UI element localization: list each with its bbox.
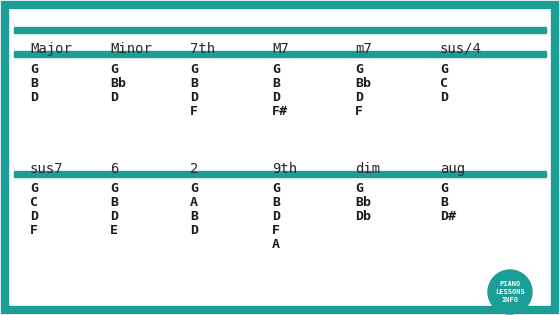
Text: G: G <box>30 182 38 195</box>
Text: m7: m7 <box>355 42 372 56</box>
Text: D: D <box>30 210 38 223</box>
Text: G: G <box>355 63 363 76</box>
Text: F: F <box>355 105 363 118</box>
Text: G: G <box>30 63 38 76</box>
Text: B: B <box>110 196 118 209</box>
Text: D: D <box>30 91 38 104</box>
Text: G: G <box>190 63 198 76</box>
Text: B: B <box>272 77 280 90</box>
Text: B: B <box>190 210 198 223</box>
Text: D: D <box>355 91 363 104</box>
Text: G: G <box>110 63 118 76</box>
Text: Bb: Bb <box>355 77 371 90</box>
Text: A: A <box>272 238 280 251</box>
Text: G: G <box>272 182 280 195</box>
Text: Bb: Bb <box>110 77 126 90</box>
Text: sus7: sus7 <box>30 162 63 176</box>
Text: 9th: 9th <box>272 162 297 176</box>
Text: F#: F# <box>272 105 288 118</box>
Bar <box>14 171 546 177</box>
Text: E: E <box>110 224 118 237</box>
Text: D: D <box>272 91 280 104</box>
Text: D: D <box>272 210 280 223</box>
Text: 7th: 7th <box>190 42 215 56</box>
Text: PIANO
LESSONS
INFO: PIANO LESSONS INFO <box>495 280 525 303</box>
Text: F: F <box>272 224 280 237</box>
Text: dim: dim <box>355 162 380 176</box>
Text: B: B <box>272 196 280 209</box>
Text: G: G <box>110 182 118 195</box>
Text: Db: Db <box>355 210 371 223</box>
Text: D: D <box>440 91 448 104</box>
Text: M7: M7 <box>272 42 289 56</box>
Text: F: F <box>190 105 198 118</box>
Text: G: G <box>440 182 448 195</box>
Text: G: G <box>190 182 198 195</box>
Text: D: D <box>190 91 198 104</box>
Text: G: G <box>355 182 363 195</box>
Text: D: D <box>110 210 118 223</box>
Text: sus/4: sus/4 <box>440 42 482 56</box>
Circle shape <box>488 270 532 314</box>
Text: B: B <box>190 77 198 90</box>
Text: D: D <box>110 91 118 104</box>
Text: B: B <box>440 196 448 209</box>
Text: aug: aug <box>440 162 465 176</box>
Text: D#: D# <box>440 210 456 223</box>
FancyBboxPatch shape <box>5 5 555 310</box>
Bar <box>14 27 546 33</box>
Text: C: C <box>440 77 448 90</box>
Text: F: F <box>30 224 38 237</box>
Text: C: C <box>30 196 38 209</box>
Text: 6: 6 <box>110 162 118 176</box>
Text: G: G <box>440 63 448 76</box>
Text: Bb: Bb <box>355 196 371 209</box>
Text: D: D <box>190 224 198 237</box>
Text: G: G <box>272 63 280 76</box>
Text: Minor: Minor <box>110 42 152 56</box>
Text: Major: Major <box>30 42 72 56</box>
Bar <box>14 51 546 57</box>
Text: A: A <box>190 196 198 209</box>
Text: B: B <box>30 77 38 90</box>
Text: 2: 2 <box>190 162 198 176</box>
